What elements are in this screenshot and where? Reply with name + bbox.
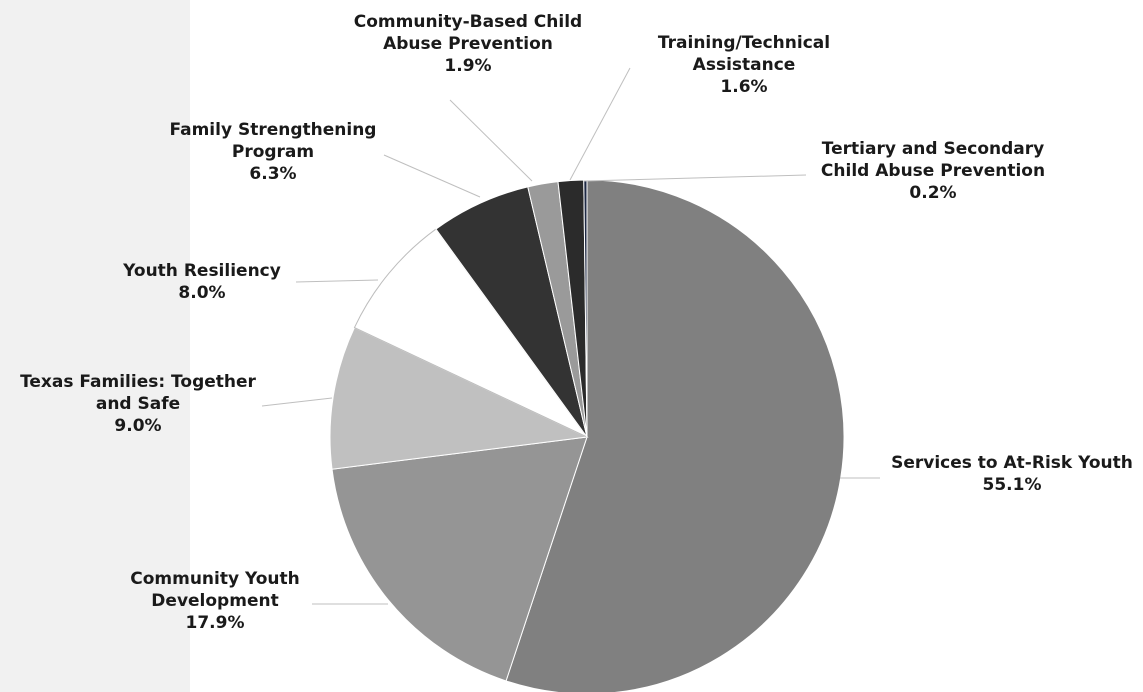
slice-name-line-4-1: Program xyxy=(232,142,314,162)
slice-name-line-7-1: Child Abuse Prevention xyxy=(821,161,1045,181)
leader-line-5 xyxy=(449,99,533,182)
pie-slice-1 xyxy=(331,436,588,682)
pie-slice-2 xyxy=(329,326,589,470)
slice-name-line-6-1: Assistance xyxy=(693,55,796,75)
pie-slices xyxy=(329,179,845,692)
slice-name-line-0-0: Services to At-Risk Youth xyxy=(891,453,1133,473)
leader-line-6 xyxy=(569,67,631,181)
slice-value-label-7: 0.2% xyxy=(909,183,956,203)
slice-name-line-3-0: Youth Resiliency xyxy=(122,261,281,281)
leader-line-7 xyxy=(583,174,807,182)
pie-slice-3 xyxy=(353,228,588,438)
leader-line-4 xyxy=(383,154,481,198)
pie-slice-7 xyxy=(583,179,588,438)
slice-value-label-6: 1.6% xyxy=(720,77,767,97)
slice-label-3: Youth Resiliency 8.0% xyxy=(122,261,281,303)
slice-value-label-4: 6.3% xyxy=(249,164,296,184)
slice-label-2: Texas Families: Together and Safe 9.0% xyxy=(20,372,256,436)
leader-line-3 xyxy=(295,279,379,283)
slice-value-label-1: 17.9% xyxy=(186,613,245,633)
slice-value-label-3: 8.0% xyxy=(178,283,225,303)
slice-value-label-2: 9.0% xyxy=(114,416,161,436)
left-side-panel xyxy=(0,0,190,692)
slice-name-line-2-1: and Safe xyxy=(96,394,180,414)
slice-value-label-5: 1.9% xyxy=(444,56,491,76)
slice-label-0: Services to At-Risk Youth 55.1% xyxy=(891,453,1133,495)
slice-name-line-1-0: Community Youth xyxy=(130,569,300,589)
slice-labels: Services to At-Risk Youth 55.1% Community … xyxy=(20,12,1133,633)
slice-label-7: Tertiary and Secondary Child Abuse Preven… xyxy=(821,139,1045,203)
leader-line-2 xyxy=(261,397,333,407)
slice-label-1: Community Youth Development 17.9% xyxy=(130,569,300,633)
slice-value-label-0: 55.1% xyxy=(983,475,1042,495)
slice-name-line-6-0: Training/Technical xyxy=(658,33,830,53)
slice-name-line-7-0: Tertiary and Secondary xyxy=(822,139,1044,159)
slice-label-6: Training/Technical Assistance 1.6% xyxy=(658,33,830,97)
slice-name-line-5-1: Abuse Prevention xyxy=(383,34,553,54)
slice-label-5: Community-Based Child Abuse Prevention 1.9… xyxy=(354,12,582,76)
slice-name-line-2-0: Texas Families: Together xyxy=(20,372,256,392)
slice-name-line-4-0: Family Strengthening xyxy=(170,120,377,140)
slice-name-line-1-1: Development xyxy=(151,591,278,611)
slice-label-4: Family Strengthening Program 6.3% xyxy=(170,120,377,184)
leader-lines xyxy=(261,67,880,605)
slice-name-line-5-0: Community-Based Child xyxy=(354,12,582,32)
